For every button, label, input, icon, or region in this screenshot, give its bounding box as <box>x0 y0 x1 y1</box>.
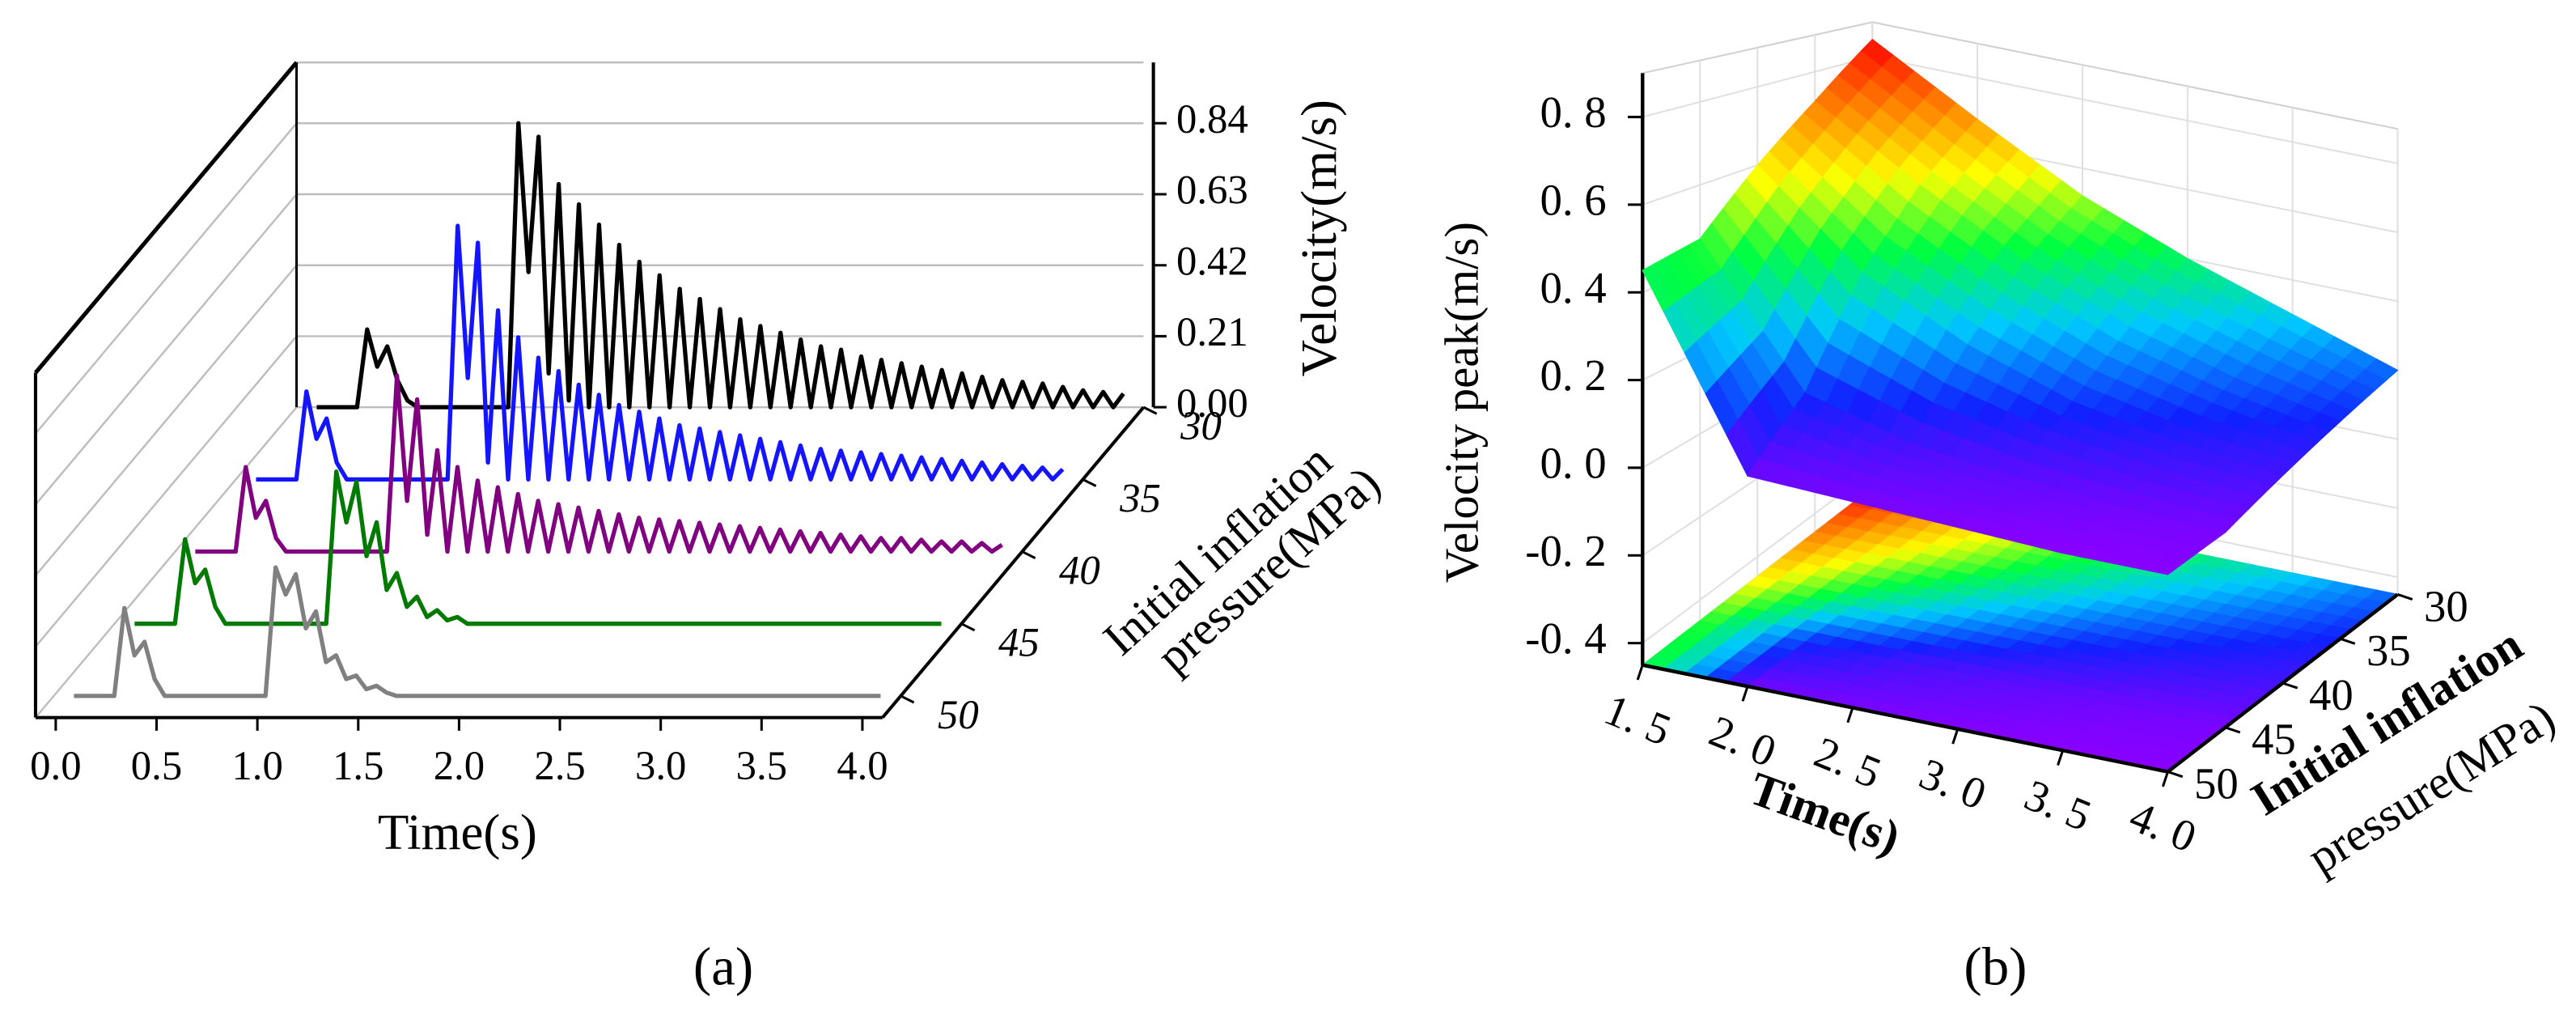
y-tick <box>2282 681 2298 690</box>
y-tick-label: 30 <box>2424 581 2468 630</box>
z-tick-label: 0.21 <box>1176 309 1248 354</box>
x-axis-title: Time(s) <box>378 804 537 860</box>
y-tick <box>1082 478 1097 487</box>
box-edge <box>34 61 299 375</box>
side-grid-line <box>35 264 298 576</box>
y-tick-label: 35 <box>1119 475 1161 520</box>
y-tick <box>900 694 915 704</box>
z-tick-label: 0. 2 <box>1540 350 1606 400</box>
y-tick <box>2167 770 2184 779</box>
z-axis-title: Velocity peak(m/s) <box>1436 222 1489 583</box>
x-axis <box>1642 663 2168 774</box>
z-tick-label: -0. 2 <box>1525 526 1606 575</box>
z-tick-label: 0. 6 <box>1540 175 1606 224</box>
x-tick-label: 0.0 <box>30 743 81 788</box>
z-tick-label: 0.42 <box>1176 238 1248 283</box>
side-grid-line <box>35 193 298 506</box>
y-tick-label: 50 <box>938 692 979 737</box>
y-tick <box>1021 550 1036 559</box>
y-tick-label: 30 <box>1180 403 1222 448</box>
y-tick <box>2225 726 2241 734</box>
z-tick-label: 0. 4 <box>1540 263 1606 312</box>
y-tick-label: 40 <box>2309 670 2354 719</box>
y-tick-label: 35 <box>2366 626 2411 675</box>
side-grid-line <box>35 335 298 647</box>
y-axis <box>881 405 1146 719</box>
side-grid-line <box>35 406 298 719</box>
x-tick-label: 2.5 <box>534 743 585 788</box>
y-tick-label: 45 <box>2252 715 2296 764</box>
y-tick-label: 50 <box>2194 758 2239 808</box>
series-line <box>74 565 881 698</box>
y-tick-label: 40 <box>1059 548 1100 593</box>
surface-patch <box>2146 561 2181 575</box>
x-tick-label: 3.5 <box>736 743 787 788</box>
x-tick-label: 1.0 <box>231 743 282 788</box>
y-tick <box>2397 593 2413 601</box>
z-axis-title: Velocity(m/s) <box>1290 100 1347 376</box>
x-tick <box>2057 749 2065 766</box>
x-tick-label: 4.0 <box>837 743 888 788</box>
x-tick-label: 0.5 <box>131 743 182 788</box>
z-tick-label: -0. 4 <box>1525 613 1606 663</box>
x-tick-label: 1.5 <box>333 743 383 788</box>
x-tick <box>1951 728 1960 745</box>
x-tick-label: 2.0 <box>434 743 485 788</box>
z-tick-label: 0. 8 <box>1540 87 1606 137</box>
panel-label: (b) <box>1964 936 2027 996</box>
z-tick-label: 0.84 <box>1176 96 1248 142</box>
y-tick <box>960 622 976 632</box>
x-tick <box>1846 707 1854 724</box>
y-tick <box>2340 637 2356 645</box>
x-tick <box>2161 771 2169 787</box>
grid-line <box>1872 56 2398 164</box>
x-tick <box>1741 686 1749 702</box>
side-grid-line <box>35 122 298 435</box>
z-tick-label: 0.00 <box>1176 380 1248 426</box>
y-tick-label: 45 <box>998 620 1040 665</box>
y-tick <box>1142 405 1158 415</box>
x-tick-label: 3.0 <box>635 743 686 788</box>
panel-label: (a) <box>693 936 753 996</box>
x-tick <box>1636 664 1644 681</box>
z-tick-label: 0. 0 <box>1540 439 1606 488</box>
z-tick-label: 0.63 <box>1176 168 1248 213</box>
